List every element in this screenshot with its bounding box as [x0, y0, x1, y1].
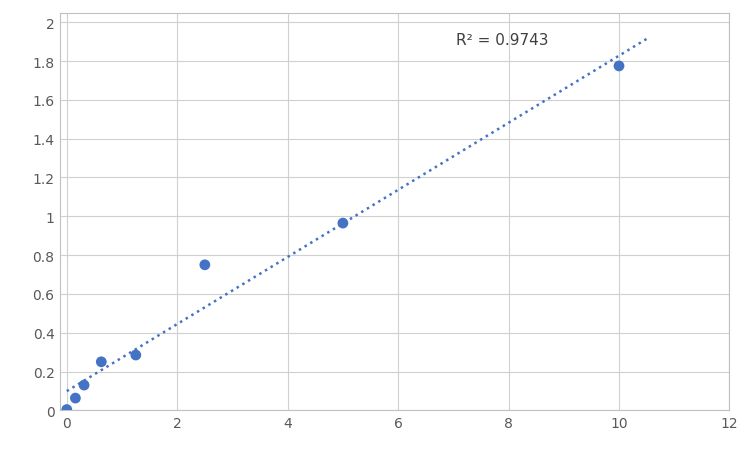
Point [199, 262, 211, 269]
Text: R² = 0.9743: R² = 0.9743 [456, 33, 549, 48]
Point [78, 382, 90, 389]
Point [130, 352, 142, 359]
Point [61, 406, 73, 413]
Point [69, 395, 81, 402]
Point [337, 220, 349, 227]
Point [613, 63, 625, 70]
Point [96, 359, 108, 366]
